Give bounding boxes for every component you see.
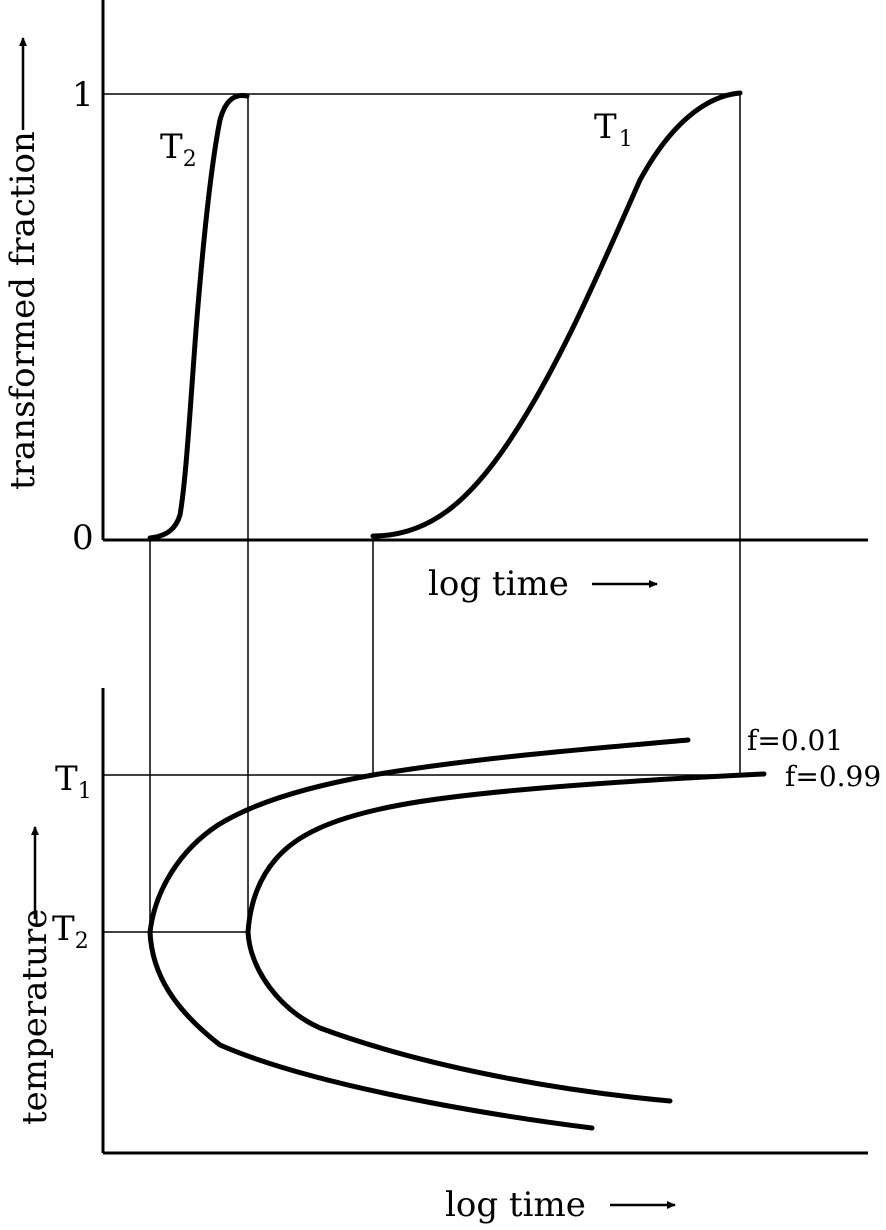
top-y-axis-label-group: transformed fraction — [3, 37, 43, 490]
bottom-x-axis-label: log time — [445, 1185, 586, 1225]
T2-level-label: T2 — [52, 909, 89, 954]
bottom-y-axis-label: temperature — [15, 909, 55, 1125]
curve-T2 — [147, 93, 250, 541]
start-curve-f001 — [147, 737, 691, 1131]
top-plot: 1 0 T2 T1 transformed fraction log time — [3, 0, 868, 604]
bottom-plot: T1 T2 f=0.01 f=0.99 temperature log time — [15, 688, 881, 1225]
curve-T2-label: T2 — [160, 127, 197, 172]
curve-T1-symbol: T — [594, 107, 617, 147]
curve-T2-symbol: T — [160, 127, 183, 167]
T1-level-symbol: T — [55, 759, 78, 799]
projection-lines — [149, 94, 741, 932]
y-tick-one: 1 — [72, 75, 94, 115]
y-tick-zero: 0 — [72, 518, 94, 558]
curve-T1-label: T1 — [594, 107, 633, 152]
finish-curve-f099 — [245, 771, 767, 1104]
start-curve-label: f=0.01 — [747, 724, 843, 757]
T2-level-symbol: T — [52, 909, 75, 949]
T2-level-subscript: 2 — [75, 929, 89, 954]
bottom-y-axis-label-group: temperature — [15, 826, 55, 1125]
curve-T2-subscript: 2 — [183, 147, 197, 172]
finish-curve-label: f=0.99 — [785, 760, 881, 793]
T1-level-label: T1 — [55, 759, 92, 804]
top-y-axis-label: transformed fraction — [3, 131, 43, 490]
top-x-axis-label: log time — [428, 564, 569, 604]
T1-level-subscript: 1 — [78, 779, 92, 804]
curve-T1-subscript: 1 — [619, 127, 633, 152]
curve-T1 — [370, 90, 743, 539]
